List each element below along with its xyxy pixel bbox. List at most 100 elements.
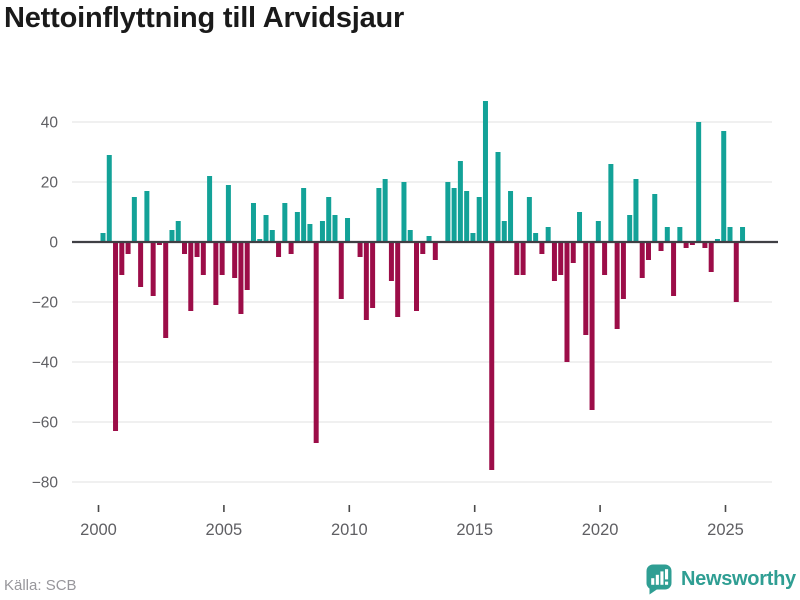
bar [508,191,514,242]
bar [464,191,470,242]
bar [138,242,144,287]
bar [357,242,363,257]
x-axis-tick-label: 2020 [582,521,619,539]
y-axis-tick-label: 20 [41,175,59,192]
bar [620,242,626,299]
bar [250,203,256,242]
bar [182,242,188,254]
bar [627,215,633,242]
bar [213,242,219,305]
bar [652,194,658,242]
bar [200,242,206,275]
bar [144,191,150,242]
brand-name: Newsworthy [681,568,796,590]
bar [470,233,476,242]
bar [520,242,526,275]
bar [664,227,670,242]
bar [445,182,451,242]
bar [482,101,488,242]
bar [188,242,194,311]
bar [282,203,288,242]
bar [395,242,401,317]
bar [382,179,388,242]
bar [671,242,677,296]
bar [332,215,338,242]
bar [501,221,507,242]
y-axis-tick-label: −40 [32,355,59,372]
bar [645,242,651,260]
bar [150,242,156,296]
bar [702,242,708,248]
bar [219,242,225,275]
bar [677,227,683,242]
bar [163,242,169,338]
bar [526,197,532,242]
bar [533,233,539,242]
x-axis-tick-label: 2025 [707,521,744,539]
bar [564,242,570,362]
bar [614,242,620,329]
y-axis-tick-label: −60 [32,415,59,432]
bar [432,242,438,260]
bar [595,221,601,242]
y-axis-tick-label: 0 [49,235,58,252]
bar [100,233,106,242]
x-axis-tick-label: 2015 [456,521,493,539]
bar [370,242,376,308]
bar [683,242,689,248]
bar [495,152,501,242]
bar [570,242,576,263]
bar [244,242,250,290]
bar [721,131,727,242]
bar [740,227,746,242]
bar [401,182,407,242]
bar [319,221,325,242]
bar [288,242,294,254]
x-axis-tick-label: 2005 [206,521,243,539]
bar [194,242,200,257]
bar [545,227,551,242]
newsworthy-logo[interactable]: Newsworthy [646,564,796,595]
bar [338,242,344,299]
bar [276,242,282,257]
bar [301,188,307,242]
bar [489,242,495,470]
bar [714,239,720,242]
bar [345,218,351,242]
bar [733,242,739,302]
bar [708,242,714,272]
bar [125,242,131,254]
bar [414,242,419,311]
bar [238,242,244,314]
y-axis-tick-label: 40 [41,115,59,132]
bar [131,197,137,242]
bar [457,161,463,242]
bar [232,242,238,278]
bar [363,242,369,320]
chart-title: Nettoinflyttning till Arvidsjaur [4,2,405,34]
bar [577,212,583,242]
bar [420,242,426,254]
bar [175,221,181,242]
bar [407,230,413,242]
y-axis-tick-label: −80 [32,475,59,492]
bar [602,242,608,275]
bar [313,242,319,443]
bar [558,242,564,275]
bar [269,230,275,242]
bar [583,242,589,335]
bar-chart-speech-bubble-icon [646,564,672,595]
bar [294,212,300,242]
bar [476,197,482,242]
bar [257,239,263,242]
x-axis-tick-label: 2000 [80,521,117,539]
bar [514,242,520,275]
bar [225,185,231,242]
bar [539,242,545,254]
bar [658,242,664,251]
y-axis-tick-label: −20 [32,295,59,312]
bar [388,242,394,281]
bar [633,179,639,242]
